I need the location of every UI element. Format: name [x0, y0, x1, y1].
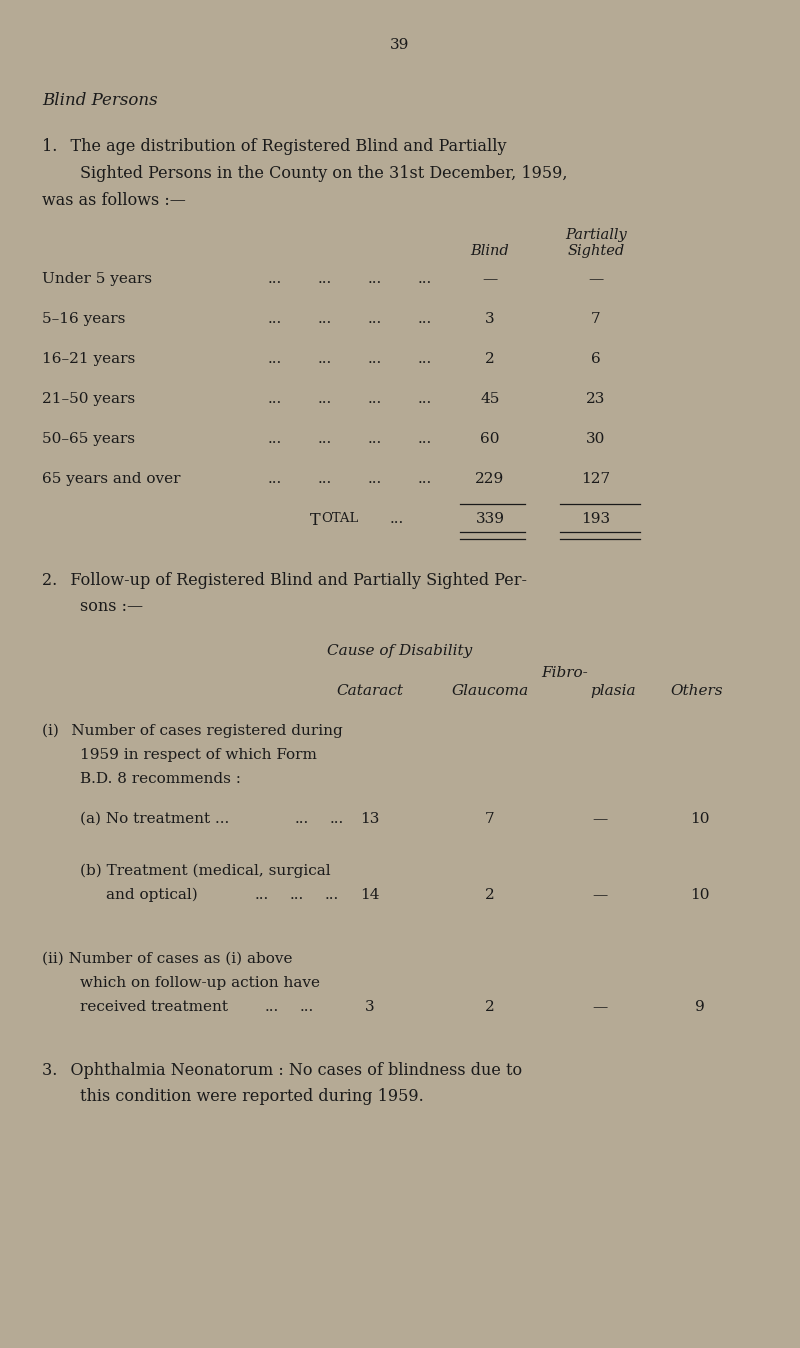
Text: and optical): and optical): [106, 888, 198, 902]
Text: ...: ...: [268, 272, 282, 286]
Text: ...: ...: [418, 392, 432, 406]
Text: ...: ...: [318, 392, 332, 406]
Text: ...: ...: [318, 352, 332, 367]
Text: ...: ...: [330, 811, 344, 826]
Text: 6: 6: [591, 352, 601, 367]
Text: Blind Persons: Blind Persons: [42, 92, 158, 109]
Text: ...: ...: [255, 888, 270, 902]
Text: 14: 14: [360, 888, 380, 902]
Text: 2.  Follow-up of Registered Blind and Partially Sighted Per-: 2. Follow-up of Registered Blind and Par…: [42, 572, 527, 589]
Text: —: —: [592, 1000, 608, 1014]
Text: 193: 193: [582, 512, 610, 526]
Text: ...: ...: [268, 311, 282, 326]
Text: ...: ...: [368, 472, 382, 487]
Text: ...: ...: [418, 272, 432, 286]
Text: —: —: [592, 811, 608, 826]
Text: ...: ...: [418, 311, 432, 326]
Text: 3.  Ophthalmia Neonatorum : No cases of blindness due to: 3. Ophthalmia Neonatorum : No cases of b…: [42, 1062, 522, 1078]
Text: B.D. 8 recommends :: B.D. 8 recommends :: [80, 772, 241, 786]
Text: plasia: plasia: [590, 683, 636, 698]
Text: (ii) Number of cases as (i) above: (ii) Number of cases as (i) above: [42, 952, 293, 967]
Text: 2: 2: [485, 1000, 495, 1014]
Text: 65 years and over: 65 years and over: [42, 472, 181, 487]
Text: ...: ...: [390, 512, 404, 526]
Text: Under 5 years: Under 5 years: [42, 272, 152, 286]
Text: 13: 13: [360, 811, 380, 826]
Text: 127: 127: [582, 472, 610, 487]
Text: which on follow-up action have: which on follow-up action have: [80, 976, 320, 989]
Text: sons :—: sons :—: [80, 599, 143, 615]
Text: —: —: [482, 272, 498, 286]
Text: 60: 60: [480, 431, 500, 446]
Text: 339: 339: [475, 512, 505, 526]
Text: Partially: Partially: [565, 228, 627, 243]
Text: 50–65 years: 50–65 years: [42, 431, 135, 446]
Text: 45: 45: [480, 392, 500, 406]
Text: ...: ...: [268, 392, 282, 406]
Text: 16–21 years: 16–21 years: [42, 352, 135, 367]
Text: 3: 3: [485, 311, 495, 326]
Text: this condition were reported during 1959.: this condition were reported during 1959…: [80, 1088, 424, 1105]
Text: ...: ...: [318, 431, 332, 446]
Text: ...: ...: [318, 472, 332, 487]
Text: 7: 7: [591, 311, 601, 326]
Text: Glaucoma: Glaucoma: [451, 683, 529, 698]
Text: 1.  The age distribution of Registered Blind and Partially: 1. The age distribution of Registered Bl…: [42, 137, 506, 155]
Text: ...: ...: [368, 431, 382, 446]
Text: ...: ...: [295, 811, 310, 826]
Text: 10: 10: [690, 888, 710, 902]
Text: Sighted Persons in the County on the 31st December, 1959,: Sighted Persons in the County on the 31s…: [80, 164, 567, 182]
Text: —: —: [588, 272, 604, 286]
Text: 2: 2: [485, 888, 495, 902]
Text: ...: ...: [418, 352, 432, 367]
Text: 21–50 years: 21–50 years: [42, 392, 135, 406]
Text: 7: 7: [485, 811, 495, 826]
Text: 30: 30: [586, 431, 606, 446]
Text: ...: ...: [300, 1000, 314, 1014]
Text: was as follows :—: was as follows :—: [42, 191, 186, 209]
Text: ...: ...: [325, 888, 339, 902]
Text: ...: ...: [368, 352, 382, 367]
Text: OTAL: OTAL: [321, 512, 358, 524]
Text: received treatment: received treatment: [80, 1000, 228, 1014]
Text: ...: ...: [418, 472, 432, 487]
Text: 229: 229: [475, 472, 505, 487]
Text: 23: 23: [586, 392, 606, 406]
Text: 39: 39: [390, 38, 410, 53]
Text: ...: ...: [318, 311, 332, 326]
Text: Sighted: Sighted: [567, 244, 625, 257]
Text: Blind: Blind: [470, 244, 510, 257]
Text: ...: ...: [368, 392, 382, 406]
Text: Cataract: Cataract: [337, 683, 403, 698]
Text: ...: ...: [318, 272, 332, 286]
Text: —: —: [592, 888, 608, 902]
Text: T: T: [310, 512, 321, 528]
Text: ...: ...: [268, 472, 282, 487]
Text: 10: 10: [690, 811, 710, 826]
Text: 3: 3: [365, 1000, 375, 1014]
Text: (i)  Number of cases registered during: (i) Number of cases registered during: [42, 724, 342, 739]
Text: 5–16 years: 5–16 years: [42, 311, 126, 326]
Text: ...: ...: [290, 888, 304, 902]
Text: Others: Others: [670, 683, 722, 698]
Text: ...: ...: [268, 352, 282, 367]
Text: ...: ...: [268, 431, 282, 446]
Text: Cause of Disability: Cause of Disability: [327, 644, 473, 658]
Text: 2: 2: [485, 352, 495, 367]
Text: ...: ...: [368, 272, 382, 286]
Text: 9: 9: [695, 1000, 705, 1014]
Text: 1959 in respect of which Form: 1959 in respect of which Form: [80, 748, 317, 762]
Text: ...: ...: [265, 1000, 279, 1014]
Text: (b) Treatment (medical, surgical: (b) Treatment (medical, surgical: [80, 864, 330, 879]
Text: (a) No treatment ...: (a) No treatment ...: [80, 811, 230, 826]
Text: ...: ...: [368, 311, 382, 326]
Text: ...: ...: [418, 431, 432, 446]
Text: Fibro-: Fibro-: [542, 666, 588, 679]
